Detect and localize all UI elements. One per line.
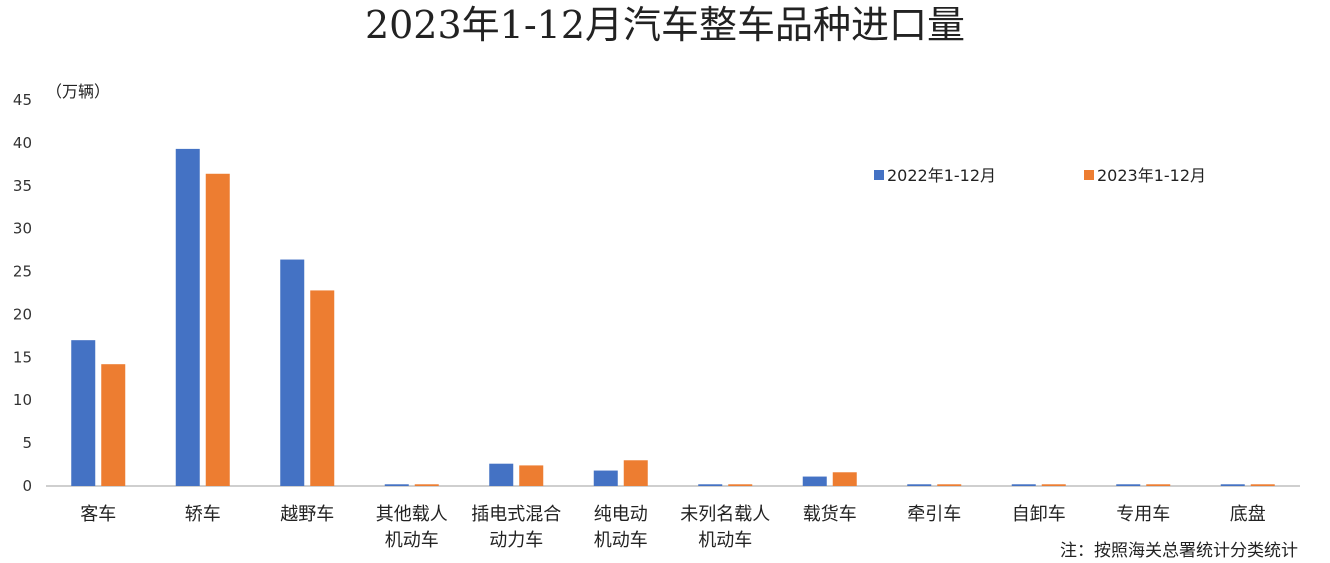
bar-2022-11 bbox=[1220, 484, 1245, 486]
category-label: 未列名载人 bbox=[680, 504, 770, 525]
bar-2022-6 bbox=[698, 484, 723, 486]
bar-2023-1 bbox=[205, 173, 230, 486]
category-label: 越野车 bbox=[280, 504, 334, 525]
y-tick-label: 0 bbox=[22, 477, 32, 495]
y-tick-label: 15 bbox=[13, 348, 32, 366]
category-label: 客车 bbox=[80, 504, 116, 525]
bar-2023-3 bbox=[414, 484, 439, 486]
bar-2023-2 bbox=[310, 290, 335, 486]
bar-2022-10 bbox=[1116, 484, 1141, 486]
y-tick-label: 5 bbox=[22, 434, 32, 452]
y-tick-label: 10 bbox=[13, 391, 32, 409]
footnote: 注：按照海关总署统计分类统计 bbox=[1060, 541, 1298, 561]
y-tick-label: 20 bbox=[13, 305, 32, 323]
y-tick-label: 40 bbox=[13, 134, 32, 152]
bars bbox=[71, 148, 1275, 487]
y-axis-unit-label: （万辆） bbox=[46, 82, 110, 101]
y-tick-label: 35 bbox=[13, 177, 32, 195]
bar-2023-4 bbox=[519, 465, 544, 486]
category-label: 轿车 bbox=[185, 504, 221, 525]
category-label: 机动车 bbox=[385, 530, 439, 551]
bar-2022-3 bbox=[384, 484, 409, 486]
bar-2023-5 bbox=[623, 460, 648, 486]
category-label: 机动车 bbox=[698, 530, 752, 551]
category-label: 载货车 bbox=[803, 504, 857, 525]
y-axis-ticks: 0 5 10 15 20 25 30 35 40 45 bbox=[13, 91, 32, 495]
category-label: 纯电动 bbox=[594, 504, 648, 525]
bar-2023-11 bbox=[1250, 484, 1275, 486]
legend-label: 2022年1-12月 bbox=[887, 166, 996, 185]
category-label: 插电式混合 bbox=[471, 504, 561, 525]
bar-2022-2 bbox=[280, 259, 305, 486]
legend-swatch bbox=[874, 170, 884, 180]
chart-title: 2023年1-12月汽车整车品种进口量 bbox=[365, 3, 965, 47]
bar-2023-10 bbox=[1146, 484, 1171, 486]
category-label: 底盘 bbox=[1230, 504, 1266, 525]
bar-2022-4 bbox=[489, 463, 514, 486]
bar-2022-8 bbox=[907, 484, 932, 486]
category-label: 牵引车 bbox=[907, 504, 961, 525]
bar-2023-9 bbox=[1041, 484, 1066, 486]
bar-2022-0 bbox=[71, 340, 96, 486]
legend-swatch bbox=[1084, 170, 1094, 180]
bar-2023-8 bbox=[937, 484, 962, 486]
bar-2023-0 bbox=[101, 364, 126, 486]
bar-2022-9 bbox=[1011, 484, 1036, 486]
bar-2023-6 bbox=[728, 484, 753, 486]
y-tick-label: 45 bbox=[13, 91, 32, 109]
bar-2022-1 bbox=[175, 148, 200, 487]
y-tick-label: 30 bbox=[13, 220, 32, 238]
bar-2022-5 bbox=[593, 470, 618, 486]
category-label: 动力车 bbox=[489, 530, 543, 551]
category-label: 自卸车 bbox=[1012, 504, 1066, 525]
bar-2022-7 bbox=[802, 476, 827, 486]
category-label: 其他载人 bbox=[376, 504, 448, 525]
y-tick-label: 25 bbox=[13, 263, 32, 281]
bar-2023-7 bbox=[832, 472, 857, 486]
legend: 2022年1-12月 2023年1-12月 bbox=[874, 166, 1206, 185]
legend-label: 2023年1-12月 bbox=[1097, 166, 1206, 185]
category-label: 专用车 bbox=[1116, 504, 1170, 525]
category-label: 机动车 bbox=[594, 530, 648, 551]
